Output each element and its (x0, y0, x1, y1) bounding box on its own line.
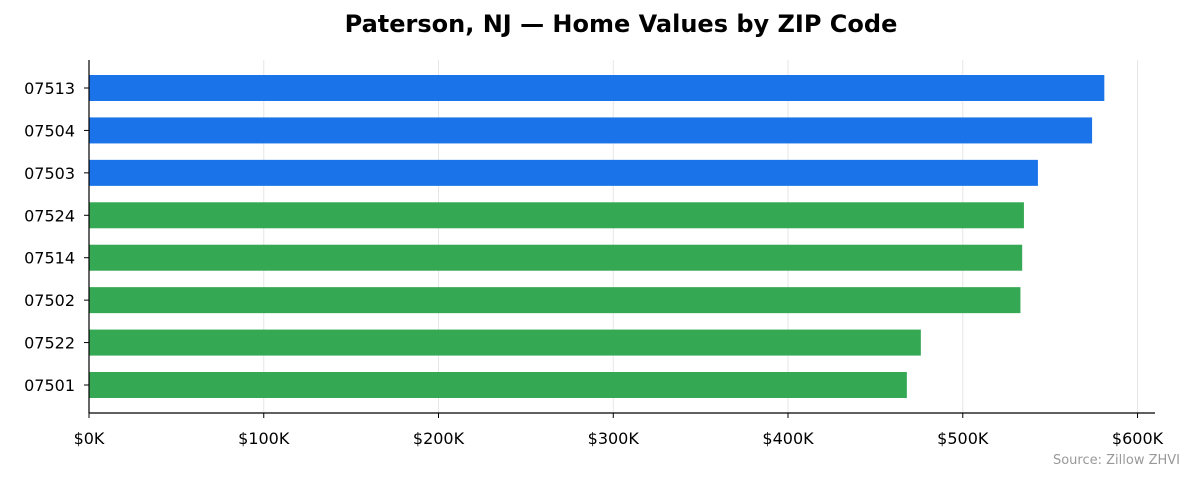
chart-title: Paterson, NJ — Home Values by ZIP Code (344, 10, 898, 38)
y-tick-label-07503: 07503 (24, 164, 75, 183)
x-tick-label: $400K (762, 429, 814, 448)
x-tick-label: $200K (413, 429, 465, 448)
bar-07502 (89, 287, 1021, 314)
bar-07513 (89, 75, 1105, 101)
source-note: Source: Zillow ZHVI (1052, 453, 1180, 468)
bar-07501 (89, 372, 907, 398)
x-tick-label: $500K (937, 429, 989, 448)
bar-07504 (89, 117, 1093, 144)
y-tick-label-07504: 07504 (24, 121, 75, 140)
bars (89, 75, 1105, 398)
y-tick-label-07502: 07502 (24, 291, 75, 310)
y-tick-label-07522: 07522 (24, 334, 75, 353)
x-tick-label: $300K (588, 429, 640, 448)
bar-07522 (89, 329, 921, 356)
axes: 07513 07504 07503 07524 07514 07502 07522 07501… (24, 60, 1164, 448)
x-tick-label: $600K (1112, 429, 1164, 448)
bar-07514 (89, 244, 1023, 271)
x-tick-label: $0K (74, 429, 105, 448)
bar-07503 (89, 159, 1038, 186)
y-tick-label-07513: 07513 (24, 79, 75, 98)
y-tick-label-07501: 07501 (24, 376, 75, 395)
y-tick-label-07524: 07524 (24, 206, 75, 225)
y-tick-label-07514: 07514 (24, 249, 75, 268)
bar-07524 (89, 202, 1024, 229)
grid-lines (263, 60, 1139, 413)
x-tick-label: $100K (238, 429, 290, 448)
